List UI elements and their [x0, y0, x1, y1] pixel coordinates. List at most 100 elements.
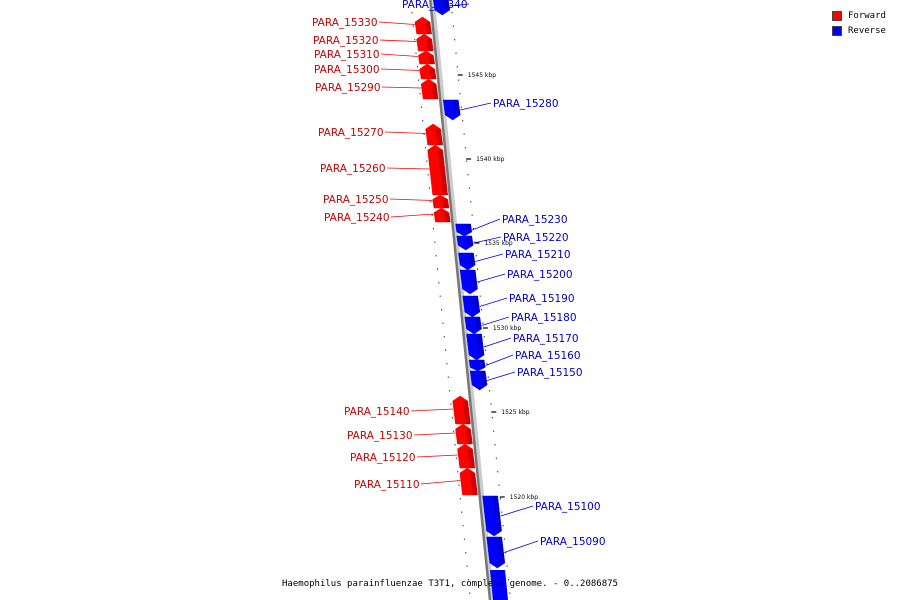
gene-label[interactable]: PARA_15270: [318, 127, 384, 139]
minor-tick-dot: [430, 201, 432, 203]
minor-tick-dot: [461, 511, 463, 513]
gene-label[interactable]: PARA_15120: [350, 452, 416, 464]
gene-arrow-shade: [428, 55, 435, 64]
minor-tick-dot: [490, 403, 492, 405]
gene-para-15150[interactable]: PARA_15150: [469, 367, 583, 391]
minor-tick-dot: [423, 133, 425, 135]
gene-label[interactable]: PARA_15140: [344, 406, 410, 418]
gene-para-15320[interactable]: PARA_15320: [313, 33, 434, 52]
gene-para-15140[interactable]: PARA_15140: [344, 395, 471, 425]
minor-tick-dot: [481, 309, 483, 311]
major-tick-label: 1530 kbp: [493, 325, 521, 332]
minor-tick-dot: [464, 147, 466, 149]
gene-leader-line: [472, 218, 501, 231]
minor-tick-dot: [467, 174, 469, 176]
gene-para-15250[interactable]: PARA_15250: [323, 194, 450, 209]
minor-tick-dot: [442, 322, 444, 324]
gene-para-15190[interactable]: PARA_15190: [462, 293, 575, 318]
gene-para-15240[interactable]: PARA_15240: [324, 207, 451, 224]
gene-leader-line: [420, 480, 461, 485]
genome-caption: Haemophilus parainfluenzae T3T1, complet…: [282, 579, 618, 589]
minor-tick-dot: [451, 12, 453, 14]
gene-para-15160[interactable]: PARA_15160: [468, 350, 581, 372]
minor-tick-dot: [435, 255, 437, 257]
gene-label[interactable]: PARA_15340: [402, 0, 468, 11]
minor-tick-dot: [415, 52, 417, 54]
minor-tick-dot: [466, 160, 468, 162]
gene-label[interactable]: PARA_15210: [505, 249, 571, 261]
minor-tick-dot: [439, 295, 441, 297]
gene-para-15180[interactable]: PARA_15180: [464, 312, 577, 335]
gene-label[interactable]: PARA_15180: [511, 312, 577, 324]
minor-tick-dot: [458, 484, 460, 486]
gene-para-15090[interactable]: PARA_15090: [486, 536, 606, 569]
minor-tick-dot: [487, 376, 489, 378]
gene-para-15260[interactable]: PARA_15260: [320, 144, 448, 196]
minor-tick-dot: [420, 106, 422, 108]
gene-label[interactable]: PARA_15290: [315, 82, 381, 94]
minor-tick-dot: [493, 430, 495, 432]
gene-label[interactable]: PARA_15280: [493, 98, 559, 110]
gene-label[interactable]: PARA_15330: [312, 17, 378, 29]
minor-tick-dot: [414, 39, 416, 41]
minor-tick-dot: [507, 579, 509, 581]
gene-para-15270[interactable]: PARA_15270: [318, 123, 444, 146]
minor-tick-dot: [431, 214, 433, 216]
gene-label[interactable]: PARA_15200: [507, 269, 573, 281]
gene-para-15120[interactable]: PARA_15120: [350, 443, 476, 469]
major-tick-label: 1545 kbp: [468, 72, 496, 79]
gene-label[interactable]: PARA_15250: [323, 194, 389, 206]
gene-label[interactable]: PARA_15190: [509, 293, 575, 305]
gene-label[interactable]: PARA_15220: [503, 232, 569, 244]
major-tick-label: 1525 kbp: [501, 409, 529, 416]
gene-label[interactable]: PARA_15100: [535, 501, 601, 513]
minor-tick-dot: [454, 39, 456, 41]
minor-tick-dot: [494, 444, 496, 446]
gene-label[interactable]: PARA_15230: [502, 214, 568, 226]
gene-para-15280[interactable]: PARA_15280: [442, 98, 559, 121]
gene-para-15300[interactable]: PARA_15300: [314, 63, 437, 80]
gene-para-15210[interactable]: PARA_15210: [458, 249, 571, 271]
minor-tick-dot: [422, 120, 424, 122]
minor-tick-dot: [427, 174, 429, 176]
legend-item-reverse: Reverse: [832, 23, 892, 38]
gene-label[interactable]: PARA_15260: [320, 163, 386, 175]
gene-para-15170[interactable]: PARA_15170: [466, 333, 579, 361]
minor-tick-dot: [463, 133, 465, 135]
gene-para-15110[interactable]: PARA_15110: [354, 467, 478, 496]
gene-label[interactable]: PARA_15320: [313, 35, 379, 47]
major-tick-label: 1540 kbp: [476, 156, 504, 163]
gene-para-15220[interactable]: PARA_15220: [456, 232, 569, 251]
gene-leader-line: [477, 273, 506, 283]
gene-para-15340[interactable]: PARA_15340: [402, 0, 470, 16]
gene-label[interactable]: PARA_15090: [540, 536, 606, 548]
gene-para-15290[interactable]: PARA_15290: [315, 78, 439, 100]
gene-label[interactable]: PARA_15310: [314, 49, 380, 61]
gene-label[interactable]: PARA_15110: [354, 479, 420, 491]
minor-tick-dot: [466, 565, 468, 567]
gene-arrow-shade: [462, 401, 471, 424]
gene-para-15100[interactable]: PARA_15100: [482, 495, 601, 537]
minor-tick-dot: [458, 79, 460, 81]
gene-para-15130[interactable]: PARA_15130: [347, 423, 473, 445]
gene-arrow-shade: [429, 69, 437, 79]
gene-label[interactable]: PARA_15160: [515, 350, 581, 362]
gene-label[interactable]: PARA_15300: [314, 64, 380, 76]
minor-tick-dot: [470, 201, 472, 203]
gene-para-15310[interactable]: PARA_15310: [314, 49, 435, 65]
gene-label[interactable]: PARA_15170: [513, 333, 579, 345]
gene-arrow-shade: [479, 360, 486, 368]
minor-tick-dot: [501, 511, 503, 513]
gene-para-15230[interactable]: PARA_15230: [455, 214, 568, 237]
minor-tick-dot: [450, 403, 452, 405]
minor-tick-dot: [495, 457, 497, 459]
minor-tick-dot: [472, 228, 474, 230]
gene-para-15330[interactable]: PARA_15330: [312, 16, 432, 35]
gene-label[interactable]: PARA_15150: [517, 367, 583, 379]
gene-leader-line: [487, 371, 516, 381]
gene-label[interactable]: PARA_15240: [324, 212, 390, 224]
gene-para-15200[interactable]: PARA_15200: [459, 269, 573, 295]
gene-label[interactable]: PARA_15130: [347, 430, 413, 442]
gene-arrow-shade: [443, 212, 451, 222]
